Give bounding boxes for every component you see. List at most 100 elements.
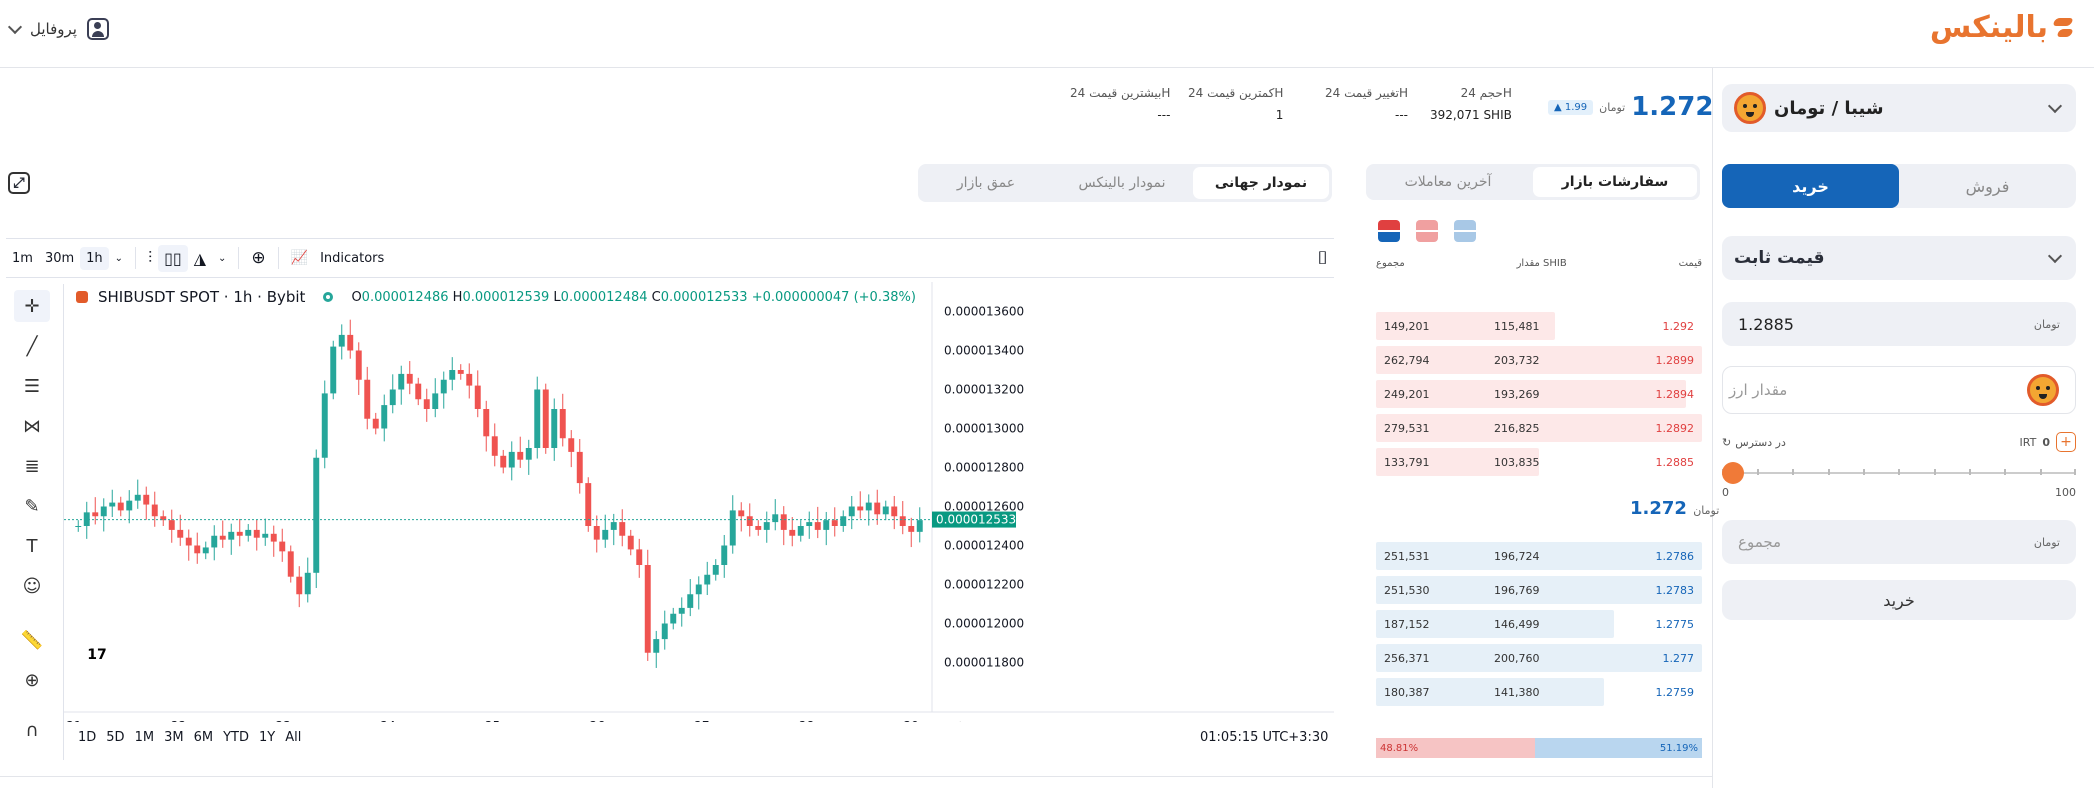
candle-body: [338, 334, 345, 347]
trend-line-icon[interactable]: ╱: [26, 335, 38, 357]
refresh-icon[interactable]: ↻: [1722, 435, 1732, 449]
interval-1h[interactable]: 1h: [80, 246, 109, 270]
orderbook-header: مجموع مقدار SHIB قیمت: [1376, 258, 1702, 269]
cell-price: 1.2759: [1655, 686, 1695, 699]
ask-row[interactable]: 249,201 193,269 1.2894: [1376, 380, 1702, 410]
pair-selector[interactable]: شیبا / تومان: [1722, 84, 2076, 132]
bid-row[interactable]: 256,371 200,760 1.277: [1376, 644, 1702, 674]
tab-sell[interactable]: فروش: [1965, 176, 2010, 196]
magnet-icon[interactable]: ∩: [25, 719, 39, 741]
shib-coin-icon: [2027, 374, 2059, 406]
brush-icon[interactable]: ✎: [24, 495, 40, 517]
candle-body: [636, 549, 643, 565]
depth-bar: [1376, 414, 1702, 442]
cell-amount: 196,769: [1494, 584, 1540, 597]
projection-icon[interactable]: ≣: [24, 455, 40, 477]
tab-buy[interactable]: خرید: [1722, 164, 1899, 208]
bid-row[interactable]: 251,531 196,724 1.2786: [1376, 542, 1702, 572]
deposit-plus-icon[interactable]: +: [2056, 432, 2076, 452]
buy-sell-tabs: خرید فروش: [1722, 164, 2076, 208]
view-asks-icon[interactable]: [1416, 220, 1438, 242]
cell-amount: 115,481: [1494, 320, 1540, 333]
amount-slider[interactable]: [1722, 462, 2076, 484]
order-type-select[interactable]: قیمت ثابت: [1722, 236, 2076, 280]
ask-row[interactable]: 149,201 115,481 1.292: [1376, 312, 1702, 342]
amount-field[interactable]: مقدار ارز: [1722, 366, 2076, 414]
last-price-label: 0.000012533: [936, 513, 1016, 527]
candle-body: [134, 494, 141, 501]
candle-body: [330, 346, 337, 394]
range-button[interactable]: 1D: [78, 730, 97, 745]
candle-body: [661, 623, 668, 640]
zoom-icon[interactable]: ⊕: [24, 669, 40, 691]
clock: 01:05:15 UTC+3:30: [1200, 730, 1329, 745]
fib-lines-icon[interactable]: ☰: [23, 375, 41, 397]
candle-body: [814, 522, 821, 530]
tab-balinex-chart[interactable]: نمودار بالینکس: [1078, 175, 1166, 191]
slider-max: 100: [2055, 486, 2076, 499]
cell-total: 251,531: [1384, 550, 1430, 563]
text-icon[interactable]: T: [26, 535, 38, 557]
chevron-down-icon[interactable]: ⌄: [114, 252, 124, 264]
interval-30m[interactable]: 30m: [44, 250, 75, 266]
tab-market-depth[interactable]: عمق بازار: [956, 175, 1016, 191]
bid-row[interactable]: 187,152 146,499 1.2775: [1376, 610, 1702, 640]
header-total: مجموع: [1376, 258, 1405, 269]
ruler-icon[interactable]: 📏: [20, 629, 44, 651]
bid-row[interactable]: 180,387 141,380 1.2759: [1376, 678, 1702, 708]
submit-buy-button[interactable]: خرید: [1722, 580, 2076, 620]
ask-row[interactable]: 262,794 203,732 1.2899: [1376, 346, 1702, 376]
buy-sell-ratio-bar: 48.81% 51.19%: [1376, 738, 1702, 758]
profile-menu[interactable]: پروفایل: [7, 18, 109, 40]
indicators-icon[interactable]: 📈: [290, 250, 309, 266]
candle-body: [695, 584, 702, 595]
y-tick-label: 0.000012800: [944, 461, 1024, 475]
y-tick-label: 0.000013400: [944, 344, 1024, 358]
crosshair-icon[interactable]: ✛: [14, 290, 50, 322]
cell-total: 262,794: [1384, 354, 1430, 367]
bid-row[interactable]: 251,530 196,769 1.2783: [1376, 576, 1702, 606]
ask-row[interactable]: 133,791 103,835 1.2885: [1376, 448, 1702, 478]
symbol-name[interactable]: SHIBUSDT SPOT · 1h · Bybit: [98, 288, 306, 306]
candle-body: [143, 494, 150, 505]
range-button[interactable]: 6M: [193, 730, 214, 745]
camera-icon[interactable]: ⌷: [1317, 247, 1328, 269]
chevron-down-icon[interactable]: ⌄: [218, 252, 227, 264]
range-button[interactable]: 3M: [164, 730, 184, 745]
cell-total: 187,152: [1384, 618, 1430, 631]
price-field[interactable]: 1.2885 تومان: [1722, 302, 2076, 346]
range-button[interactable]: 1M: [134, 730, 155, 745]
cell-amount: 203,732: [1494, 354, 1540, 367]
candle-style-icon[interactable]: ▯▯: [158, 244, 188, 272]
settings-gear-icon[interactable]: ⚙: [954, 720, 967, 722]
range-button[interactable]: 5D: [106, 730, 125, 745]
tab-recent-trades[interactable]: آخرین معاملات: [1404, 174, 1492, 190]
range-buttons: 1D 5D 1M 3M 6M YTD 1Y All: [78, 730, 301, 745]
candle-body: [729, 510, 736, 546]
range-button[interactable]: All: [285, 730, 302, 745]
price-chart[interactable]: 0.000013600 0.000013400 0.000013200 0.00001…: [64, 282, 1334, 722]
view-both-icon[interactable]: [1378, 220, 1400, 242]
header-price: قیمت: [1678, 258, 1702, 269]
brand-logo[interactable]: بالینکس: [1930, 10, 2074, 45]
interval-1m[interactable]: 1m: [12, 250, 33, 266]
depth-bar: [1376, 448, 1539, 476]
candle-body: [415, 383, 422, 400]
total-field[interactable]: مجموع تومان: [1722, 520, 2076, 564]
area-style-icon[interactable]: ◮: [193, 248, 206, 268]
pattern-icon[interactable]: ⋈: [23, 415, 41, 437]
range-button[interactable]: 1Y: [258, 730, 276, 745]
cell-price: 1.2885: [1655, 456, 1695, 469]
tab-global-chart[interactable]: نمودار جهانی: [1193, 167, 1329, 199]
view-bids-icon[interactable]: [1454, 220, 1476, 242]
shib-coin-icon: [1734, 92, 1766, 124]
compare-plus-icon[interactable]: ⊕: [251, 248, 266, 268]
emoji-icon[interactable]: ☺: [22, 575, 42, 597]
expand-icon[interactable]: ⤢: [8, 172, 30, 194]
indicators-button[interactable]: Indicators: [320, 250, 385, 266]
range-button[interactable]: YTD: [223, 730, 249, 745]
ask-row[interactable]: 279,531 216,825 1.2892: [1376, 414, 1702, 444]
slider-handle[interactable]: [1722, 462, 1744, 484]
bar-style-icon[interactable]: ⫶: [148, 248, 153, 267]
tab-market-orders[interactable]: سفارشات بازار: [1533, 167, 1697, 197]
